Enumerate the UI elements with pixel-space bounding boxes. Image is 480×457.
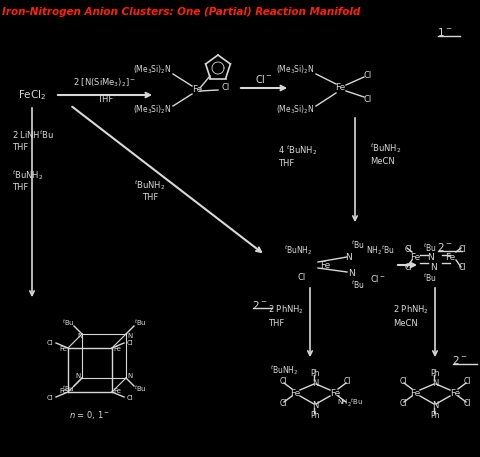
Text: FeCl$_2$: FeCl$_2$ xyxy=(18,88,46,102)
Text: $^t$Bu: $^t$Bu xyxy=(423,242,437,254)
Text: N: N xyxy=(127,373,132,379)
Text: Cl: Cl xyxy=(404,245,412,255)
Text: THF: THF xyxy=(268,319,284,328)
Text: $^t$Bu: $^t$Bu xyxy=(133,383,146,393)
Text: $^t$Bu: $^t$Bu xyxy=(423,272,437,284)
Text: Cl: Cl xyxy=(222,84,230,92)
Text: Cl$^-$: Cl$^-$ xyxy=(370,272,386,283)
Text: Fe: Fe xyxy=(320,260,330,270)
Text: Cl: Cl xyxy=(399,399,407,408)
Text: Fe: Fe xyxy=(113,346,121,352)
Text: THF: THF xyxy=(12,143,28,153)
Text: $^t$Bu: $^t$Bu xyxy=(61,383,74,393)
Text: THF: THF xyxy=(12,184,28,192)
Text: N: N xyxy=(312,400,318,409)
Text: MeCN: MeCN xyxy=(370,156,395,165)
Text: N: N xyxy=(77,333,83,339)
Text: Fe: Fe xyxy=(290,388,300,398)
Text: Fe: Fe xyxy=(113,388,121,394)
Text: Iron-Nitrogen Anion Clusters: One (Partial) Reaction Manifold: Iron-Nitrogen Anion Clusters: One (Parti… xyxy=(2,7,360,17)
Text: Fe: Fe xyxy=(59,388,67,394)
Text: THF: THF xyxy=(278,159,294,168)
Text: $^t$BuNH$_2$: $^t$BuNH$_2$ xyxy=(370,141,401,155)
Text: 2$^-$: 2$^-$ xyxy=(252,299,268,311)
Text: 2 LiNH$^t$Bu: 2 LiNH$^t$Bu xyxy=(12,129,54,141)
Text: N: N xyxy=(348,269,355,277)
Text: Fe: Fe xyxy=(410,388,420,398)
Text: Cl: Cl xyxy=(343,377,351,387)
Text: N: N xyxy=(432,400,438,409)
Text: N: N xyxy=(430,264,437,272)
Text: Ph: Ph xyxy=(430,410,440,420)
Text: THF: THF xyxy=(142,193,158,202)
Text: Fe: Fe xyxy=(445,254,455,262)
Text: 2 [N(SiMe$_3$)$_2$]$^-$: 2 [N(SiMe$_3$)$_2$]$^-$ xyxy=(73,77,136,89)
Text: Cl: Cl xyxy=(458,264,466,272)
Text: MeCN: MeCN xyxy=(393,319,418,328)
Text: $n$ = 0, 1$^-$: $n$ = 0, 1$^-$ xyxy=(70,409,110,421)
Text: $^t$Bu: $^t$Bu xyxy=(61,317,74,328)
Text: Cl: Cl xyxy=(127,395,133,401)
Text: 4 $^t$BuNH$_2$: 4 $^t$BuNH$_2$ xyxy=(278,143,317,157)
Text: $^t$BuNH$_2$: $^t$BuNH$_2$ xyxy=(134,178,166,192)
Text: Cl: Cl xyxy=(404,264,412,272)
Text: 2 PhNH$_2$: 2 PhNH$_2$ xyxy=(268,304,304,316)
Text: Fe: Fe xyxy=(410,254,420,262)
Text: Cl$^-$: Cl$^-$ xyxy=(255,73,273,85)
Text: Cl: Cl xyxy=(47,395,53,401)
Text: Fe: Fe xyxy=(59,346,67,352)
Text: (Me$_3$Si)$_2$N: (Me$_3$Si)$_2$N xyxy=(276,64,315,76)
Text: $^t$Bu: $^t$Bu xyxy=(351,239,365,251)
Text: THF: THF xyxy=(97,95,113,103)
Text: (Me$_3$Si)$_2$N: (Me$_3$Si)$_2$N xyxy=(133,64,172,76)
Text: N: N xyxy=(312,378,318,388)
Text: Cl: Cl xyxy=(463,399,471,408)
Text: $^t$Bu: $^t$Bu xyxy=(133,317,146,328)
Text: 1$^-$: 1$^-$ xyxy=(437,26,453,38)
Text: Cl: Cl xyxy=(399,377,407,387)
Text: Cl: Cl xyxy=(279,377,287,387)
Text: N: N xyxy=(127,333,132,339)
Text: Cl: Cl xyxy=(279,399,287,408)
Text: $^t$BuNH$_2$: $^t$BuNH$_2$ xyxy=(284,243,312,257)
Text: Cl: Cl xyxy=(364,71,372,80)
Text: Cl: Cl xyxy=(47,340,53,346)
Text: 2$^-$: 2$^-$ xyxy=(452,354,468,366)
Text: Fe: Fe xyxy=(335,84,345,92)
Text: Cl: Cl xyxy=(298,273,306,282)
Text: Fe: Fe xyxy=(192,85,202,95)
Text: Ph: Ph xyxy=(310,410,320,420)
Text: (Me$_3$Si)$_2$N: (Me$_3$Si)$_2$N xyxy=(276,104,315,116)
Text: 2$^-$: 2$^-$ xyxy=(437,241,453,253)
Text: $^t$Bu: $^t$Bu xyxy=(351,279,365,291)
Text: $^t$BuNH$_2$: $^t$BuNH$_2$ xyxy=(270,363,299,377)
Text: NH$_2$$^t$Bu: NH$_2$$^t$Bu xyxy=(337,397,363,409)
Text: N: N xyxy=(345,254,351,262)
Text: Cl: Cl xyxy=(458,245,466,255)
Text: Ph: Ph xyxy=(310,368,320,377)
Text: Cl: Cl xyxy=(127,340,133,346)
Text: NH$_2$$^t$Bu: NH$_2$$^t$Bu xyxy=(366,243,395,257)
Text: Fe: Fe xyxy=(450,388,460,398)
Text: $^t$BuNH$_2$: $^t$BuNH$_2$ xyxy=(12,168,43,182)
Text: Ph: Ph xyxy=(430,368,440,377)
Text: 2 PhNH$_2$: 2 PhNH$_2$ xyxy=(393,304,429,316)
Text: Cl: Cl xyxy=(463,377,471,387)
Text: N: N xyxy=(432,378,438,388)
Text: N: N xyxy=(75,373,81,379)
Text: (Me$_3$Si)$_2$N: (Me$_3$Si)$_2$N xyxy=(133,104,172,116)
Text: Cl: Cl xyxy=(364,95,372,103)
Text: N: N xyxy=(427,254,433,262)
Text: Fe: Fe xyxy=(330,388,340,398)
